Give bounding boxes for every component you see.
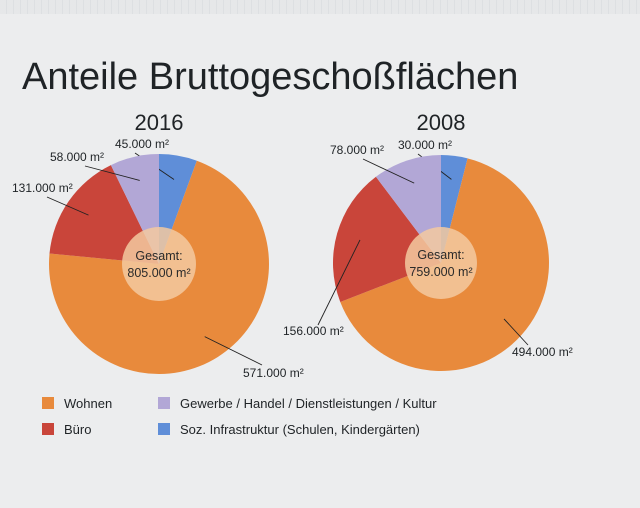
legend-label: Gewerbe / Handel / Dienstleistungen / Ku… [180,395,437,411]
total-value: 759.000 m² [409,265,472,279]
data-label-wohnen: 571.000 m² [243,366,304,380]
legend-label: Büro [64,421,92,437]
legend-swatch-sozial [158,423,170,435]
callout-line [46,196,89,216]
legend-swatch-wohnen [42,397,54,409]
legend-item-sozial: Soz. Infrastruktur (Schulen, Kindergärte… [158,420,420,438]
legend-item-buero: Büro [42,420,91,438]
pie-charts: 45.000 m² 571.000 m² 131.000 m² 58.000 m² Ge… [12,110,573,380]
total-caption: Gesamt: [135,249,182,263]
legend-item-gewerbe: Gewerbe / Handel / Dienstleistungen / Ku… [158,394,437,412]
data-label-sozial: 30.000 m² [398,138,452,152]
data-label-buero: 131.000 m² [12,181,73,195]
center-disc [122,227,196,301]
legend-swatch-gewerbe [158,397,170,409]
legend-label: Wohnen [64,395,113,411]
callout-line [362,158,415,184]
legend-label: Soz. Infrastruktur (Schulen, Kindergärte… [180,421,420,437]
callout-line [204,336,263,366]
legend-item-wohnen: Wohnen [42,394,112,412]
chart-title: 2016 [135,110,184,135]
callout-line [84,165,140,181]
data-label-sozial: 45.000 m² [115,137,169,151]
page-title: Anteile Bruttogeschoßflächen [22,56,518,98]
legend-swatch-buero [42,423,54,435]
total-caption: Gesamt: [417,248,464,262]
center-disc [405,227,477,299]
top-border-strip [0,0,640,14]
total-value: 805.000 m² [127,266,190,280]
callout-line [503,318,529,346]
chart-title: 2008 [417,110,466,135]
data-label-wohnen: 494.000 m² [512,345,573,359]
data-label-gewerbe: 78.000 m² [330,143,384,157]
legend: Wohnen Büro Gewerbe / Handel / Dienstlei… [42,394,522,442]
callout-line [317,239,361,326]
data-label-gewerbe: 58.000 m² [50,150,104,164]
data-label-buero: 156.000 m² [283,324,344,338]
